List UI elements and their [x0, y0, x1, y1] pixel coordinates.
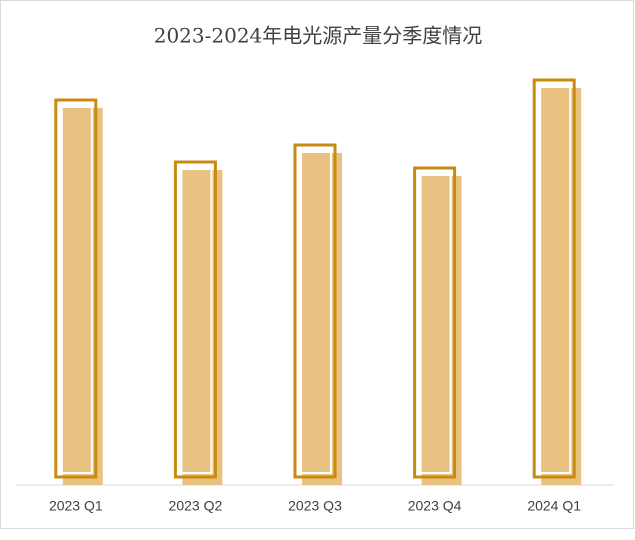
bar-outline — [293, 143, 337, 479]
bar-outline — [532, 78, 576, 479]
x-tick-label: 2023 Q2 — [169, 498, 223, 514]
bar-outline-inner — [58, 103, 93, 474]
x-tick-label: 2023 Q3 — [288, 498, 342, 514]
bar-outline — [413, 166, 457, 479]
bar-outline — [173, 160, 217, 479]
x-tick-label: 2024 Q1 — [527, 498, 581, 514]
bar-outline-inner — [417, 171, 452, 474]
chart-title: 2023-2024年电光源产量分季度情况 — [154, 24, 483, 48]
x-tick-label: 2023 Q1 — [49, 498, 103, 514]
bar-outline-inner — [537, 83, 572, 474]
x-tick-label: 2023 Q4 — [408, 498, 462, 514]
bar-outline-inner — [178, 165, 213, 474]
bar-outline-inner — [298, 148, 332, 474]
bar-outline — [54, 98, 98, 479]
